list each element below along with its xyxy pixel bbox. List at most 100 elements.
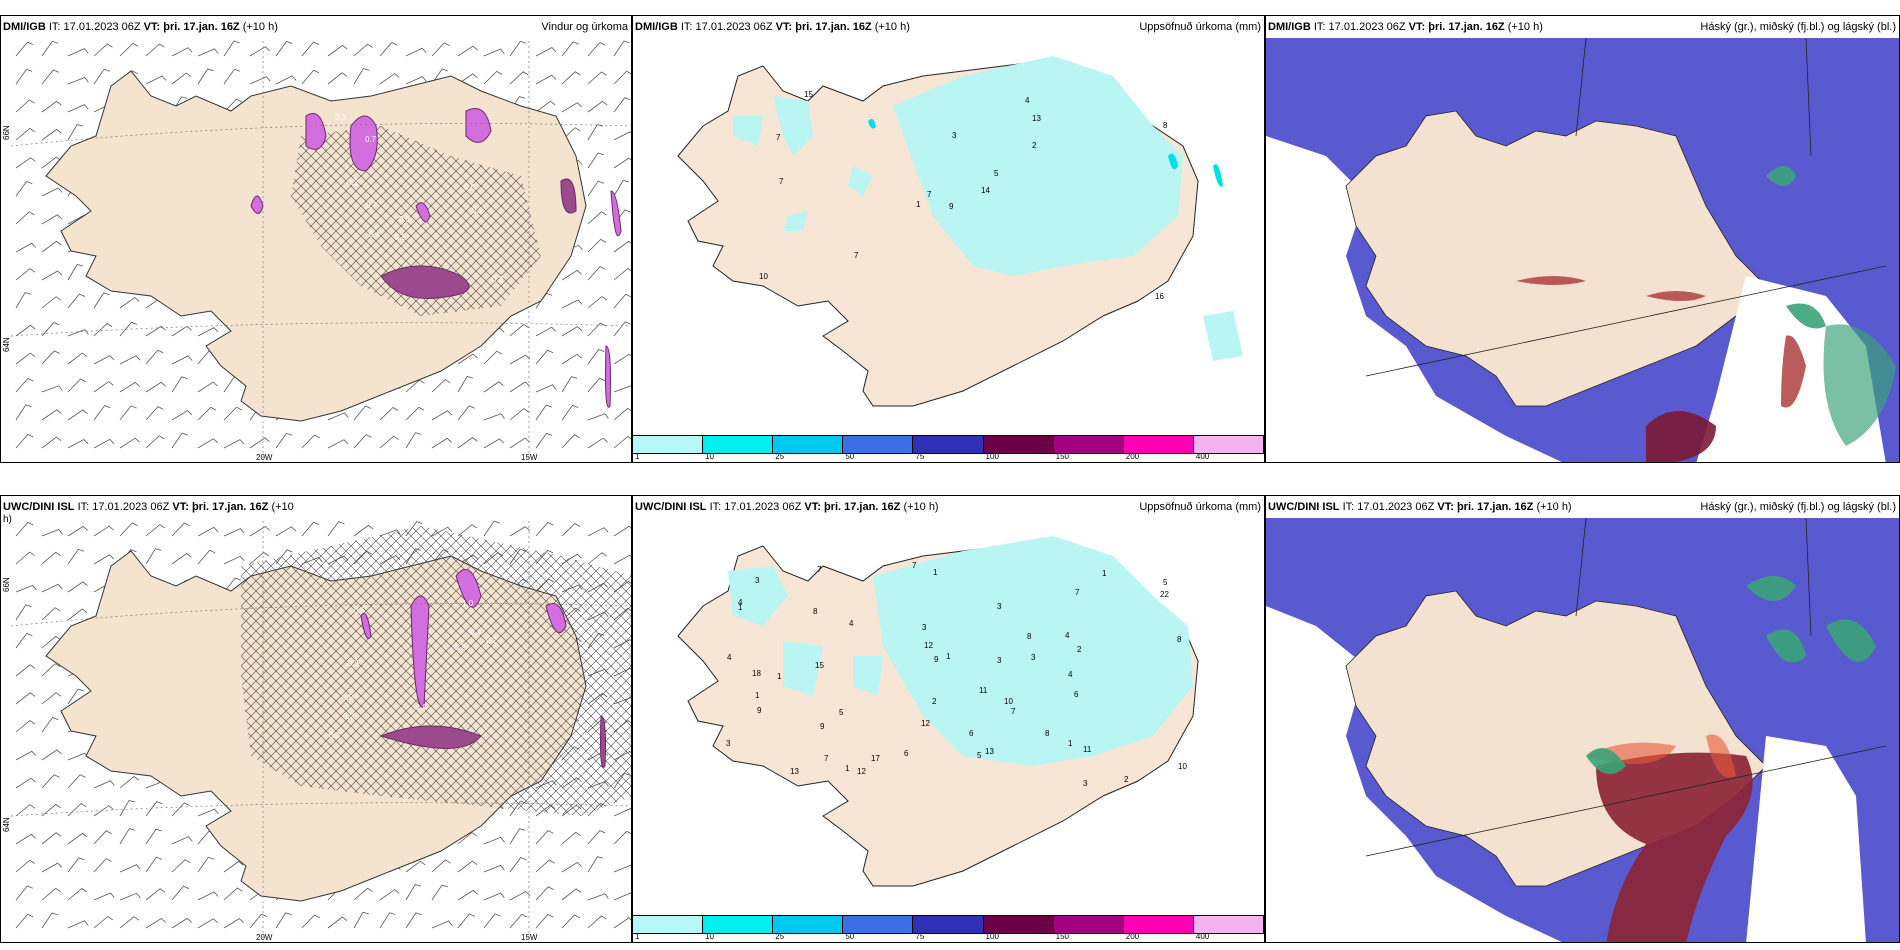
wind-barb	[93, 858, 112, 873]
wind-barb	[535, 914, 554, 929]
wind-barb	[483, 413, 505, 421]
wind-barb	[41, 436, 62, 449]
wind-barb	[41, 529, 63, 537]
wind-map: 20W 15W 66N 64N 0.31.00.50.41.00.30.50.2…	[2, 516, 631, 942]
wind-barb	[509, 381, 530, 393]
wind-barb	[93, 355, 115, 365]
panel-clouds-uwc: UWC/DINI ISL IT: 17.01.2023 06Z VT: þri.…	[1265, 495, 1900, 943]
wind-barb	[405, 406, 425, 421]
wind-barb	[67, 857, 85, 873]
wind-barb	[379, 42, 398, 57]
wind-barb	[67, 48, 89, 57]
barb-value: 0.3	[329, 731, 341, 740]
wind-barb	[535, 47, 557, 57]
barb-value-labels: 0.3 0.2 0.3 0.1 0.2 0.7 0.5 0.7 0.4 0.6	[335, 113, 504, 284]
precip-value: 1	[916, 200, 921, 209]
wind-barb	[353, 911, 369, 929]
wind-barb	[41, 214, 63, 225]
panel-header: UWC/DINI ISL IT: 17.01.2023 06Z VT: þri.…	[1, 496, 631, 518]
barb-value: 0.1	[472, 206, 484, 215]
wind-barb	[613, 97, 631, 113]
wind-barb	[15, 352, 36, 365]
precip-value: 4	[849, 619, 854, 628]
panel-header: UWC/DINI ISL IT: 17.01.2023 06Z VT: þri.…	[1266, 496, 1899, 518]
precip-value: 10	[759, 272, 768, 281]
wind-barb	[561, 269, 582, 281]
precip-value: 17	[871, 754, 880, 763]
wind-barb	[353, 887, 373, 901]
wind-barb	[509, 437, 530, 449]
wind-barb	[67, 581, 88, 593]
panel-header: DMI/IGB IT: 17.01.2023 06Z VT: þri. 17.j…	[1266, 16, 1899, 38]
wind-barb	[93, 43, 113, 57]
wind-barb	[509, 828, 526, 845]
wind-barb	[67, 887, 88, 901]
precip-value: 8	[1163, 121, 1168, 130]
wind-barb	[249, 913, 268, 929]
panel-accum-precip-uwc: UWC/DINI ISL IT: 17.01.2023 06Z VT: þri.…	[632, 495, 1265, 943]
wind-barb	[41, 187, 63, 197]
precip-mid	[868, 119, 1223, 187]
wind-barb	[93, 525, 114, 537]
lat-label-66n: 66N	[2, 577, 11, 592]
wind-barb	[561, 326, 583, 337]
precip-value: 8	[813, 607, 818, 616]
wind-barb	[145, 548, 162, 565]
wind-barb	[41, 128, 62, 141]
wind-barb	[535, 432, 553, 449]
wind-barb	[93, 554, 115, 565]
wind-barb	[561, 102, 583, 113]
wind-barb	[93, 805, 114, 817]
wind-barb	[327, 72, 348, 85]
wind-barb	[145, 406, 164, 421]
wind-barb	[67, 688, 84, 705]
borders	[1365, 517, 1887, 857]
wind-barb	[67, 124, 84, 141]
precip-value: 6	[1074, 690, 1079, 699]
wind-barb	[41, 887, 61, 901]
wind-barb	[41, 583, 63, 593]
wind-barb	[145, 435, 165, 449]
wind-barb	[353, 68, 370, 85]
precip-value: 22	[1160, 590, 1169, 599]
precip-value: 7	[779, 177, 784, 186]
wind-barb	[119, 828, 136, 845]
wind-barb	[587, 322, 606, 337]
wind-barb	[93, 405, 111, 421]
colorbar-cell	[913, 436, 984, 453]
precip-value: 1	[738, 603, 743, 612]
barb-value: 0.5	[395, 233, 407, 242]
precip-value: 1	[845, 764, 850, 773]
wind-barb	[457, 436, 478, 449]
wind-barb	[561, 523, 581, 537]
wind-barb	[197, 48, 219, 57]
wind-barb	[171, 47, 193, 57]
precip-value: 5	[994, 169, 999, 178]
wind-barb	[249, 526, 270, 537]
wind-barb	[145, 801, 163, 817]
colorbar-cell	[1193, 916, 1264, 933]
wind-barb	[93, 915, 114, 929]
wind-barb	[93, 322, 113, 337]
precip-blobs	[360, 568, 606, 768]
wind-barb	[15, 664, 36, 677]
wind-barb	[171, 917, 192, 929]
wind-barb	[67, 409, 88, 421]
wind-barb	[67, 832, 88, 845]
wind-barb	[197, 68, 214, 85]
wind-barb	[587, 413, 609, 421]
wind-barb	[457, 405, 475, 421]
wind-barb	[15, 913, 34, 929]
wind-barb	[587, 100, 608, 113]
cloud-map	[1266, 517, 1899, 942]
barb-value: 0.6	[464, 183, 476, 192]
colorbar-cell	[983, 916, 1054, 933]
wind-barb	[197, 918, 219, 929]
hatched-area	[241, 526, 631, 816]
wind-barb	[15, 521, 34, 537]
wind-barb	[41, 912, 58, 929]
wind-barb	[93, 780, 115, 789]
colorbar-cell	[1053, 436, 1124, 453]
